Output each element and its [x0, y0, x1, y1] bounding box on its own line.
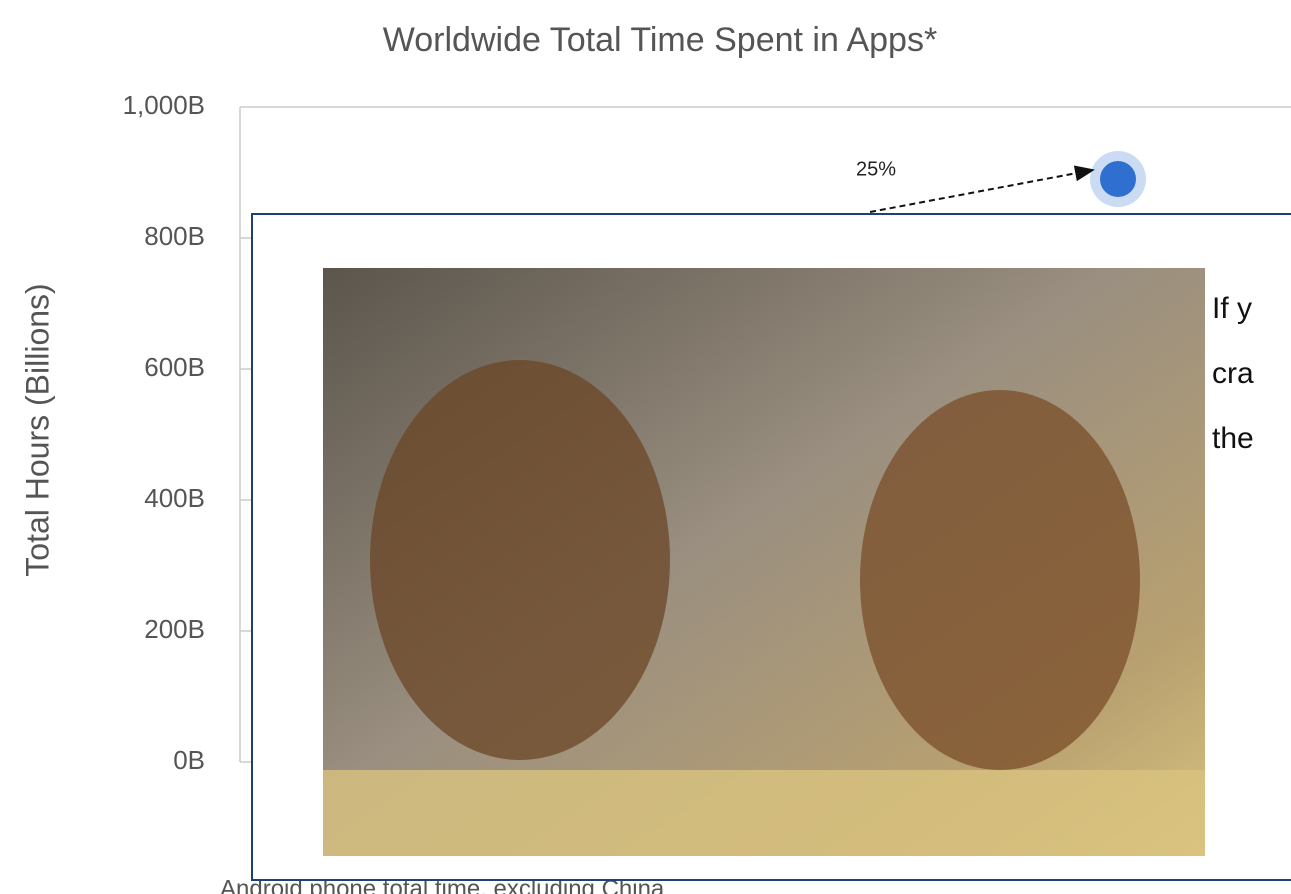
page: Worldwide Total Time Spent in Apps* Tota… — [0, 0, 1291, 894]
image-figure — [860, 390, 1140, 770]
y-tick-label: 1,000B — [123, 90, 205, 120]
chart-title: Worldwide Total Time Spent in Apps* — [383, 21, 937, 59]
y-tick-label: 200B — [144, 614, 205, 644]
y-axis-label: Total Hours (Billions) — [19, 283, 55, 576]
image-figure — [370, 360, 670, 760]
y-tick-label: 600B — [144, 352, 205, 382]
growth-arrow — [870, 170, 1093, 212]
overlay-line: cra — [1212, 357, 1254, 390]
overlay-panel: If y cra the — [252, 214, 1291, 880]
y-tick-label: 400B — [144, 483, 205, 513]
overlay-line: the — [1212, 422, 1254, 455]
annotation: 25% — [856, 158, 896, 180]
screen: Worldwide Total Time Spent in Apps* Tota… — [0, 0, 1291, 894]
image-ground — [323, 770, 1205, 856]
y-tick-label: 0B — [173, 745, 205, 775]
overlay-line: If y — [1212, 292, 1252, 325]
y-tick-label: 800B — [144, 221, 205, 251]
point — [1100, 161, 1136, 197]
overlay-text: If y cra the — [1212, 292, 1254, 455]
